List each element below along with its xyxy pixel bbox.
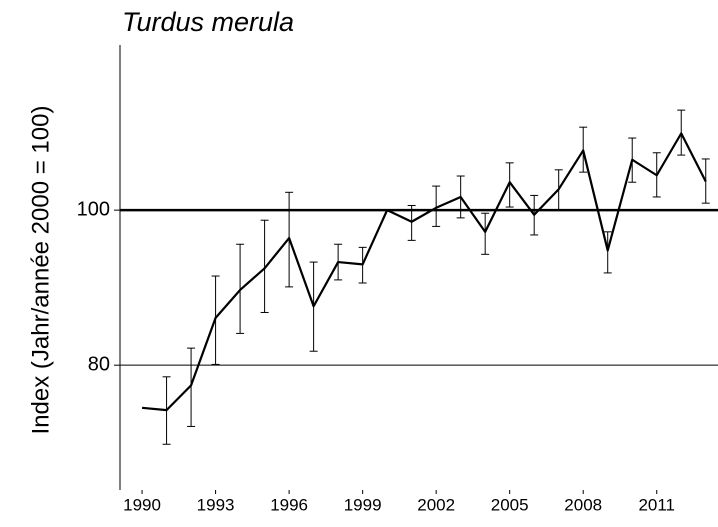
x-tick-label: 2011 — [638, 495, 675, 514]
x-tick-label: 1990 — [123, 495, 161, 514]
chart-title: Turdus merula — [122, 7, 294, 37]
y-axis-label: Index (Jahr/année 2000 = 100) — [27, 106, 54, 435]
y-tick-label: 100 — [77, 198, 110, 220]
y-tick-label: 80 — [88, 353, 110, 375]
x-tick-label: 1993 — [197, 495, 235, 514]
x-tick-label: 2002 — [417, 495, 455, 514]
x-tick-label: 1996 — [270, 495, 308, 514]
series-line — [141, 132, 707, 412]
x-tick-label: 2005 — [491, 495, 529, 514]
x-tick-label: 2008 — [564, 495, 602, 514]
x-tick-label: 1999 — [344, 495, 382, 514]
